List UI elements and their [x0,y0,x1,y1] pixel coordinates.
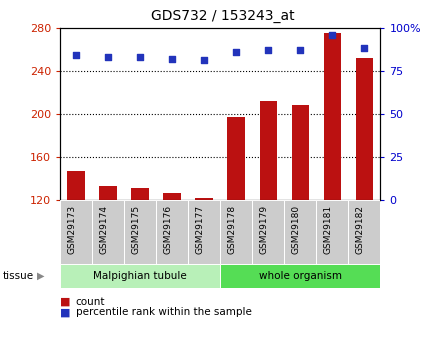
Point [233,49,240,55]
Bar [92,200,124,264]
Point [201,58,208,63]
Bar [348,200,380,264]
Text: count: count [76,297,105,307]
Bar [124,200,156,264]
Bar [356,58,373,200]
Bar [67,171,85,200]
Point [329,32,336,37]
Text: GSM29173: GSM29173 [67,205,76,254]
Text: Malpighian tubule: Malpighian tubule [93,271,187,281]
Bar [163,193,181,200]
Point [73,52,80,58]
Bar [324,33,341,200]
Point [169,56,176,61]
Text: tissue: tissue [2,271,33,281]
Bar [195,198,213,200]
Text: GSM29177: GSM29177 [195,205,204,254]
Point [297,47,304,53]
Text: GDS732 / 153243_at: GDS732 / 153243_at [151,9,294,23]
Point [137,54,144,60]
Text: GSM29175: GSM29175 [131,205,140,254]
Bar [259,101,277,200]
Text: GSM29181: GSM29181 [324,205,332,254]
Point [105,54,112,60]
Point [265,47,272,53]
Text: GSM29179: GSM29179 [259,205,268,254]
Bar [227,117,245,200]
Text: ▶: ▶ [36,271,44,281]
Text: ■: ■ [60,297,71,307]
Bar [284,200,316,264]
Text: whole organism: whole organism [259,271,342,281]
Text: ■: ■ [60,307,71,317]
Bar [99,186,117,200]
Text: GSM29176: GSM29176 [163,205,172,254]
Bar [252,200,284,264]
Bar [291,105,309,200]
Bar [60,264,220,288]
Bar [188,200,220,264]
Text: GSM29174: GSM29174 [99,205,108,254]
Bar [316,200,348,264]
Text: GSM29178: GSM29178 [227,205,236,254]
Text: GSM29182: GSM29182 [356,205,364,254]
Bar [220,264,380,288]
Bar [60,200,92,264]
Bar [156,200,188,264]
Text: GSM29180: GSM29180 [291,205,300,254]
Bar [131,188,149,200]
Text: percentile rank within the sample: percentile rank within the sample [76,307,251,317]
Point [361,46,368,51]
Bar [220,200,252,264]
